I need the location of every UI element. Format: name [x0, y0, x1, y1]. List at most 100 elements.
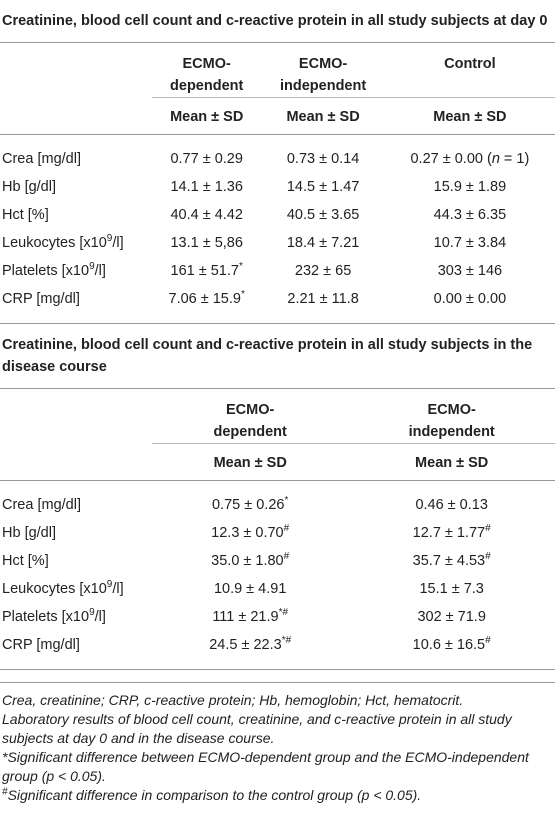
cell: 12.7 ± 1.77#: [348, 519, 555, 547]
text-part: Leukocytes [x10: [2, 581, 107, 597]
data-row: Platelets [x109/l] 161 ± 51.7* 232 ± 65 303…: [0, 257, 555, 285]
text-part: #: [485, 551, 491, 563]
text-part: #: [485, 523, 491, 535]
column-header: ECMO- dependent: [152, 43, 262, 98]
subheader-row: Mean ± SD Mean ± SD: [0, 443, 555, 481]
text-part: /l]: [112, 581, 124, 597]
cell: 24.5 ± 22.3*#: [152, 631, 348, 659]
text-part: #: [485, 635, 491, 647]
corner: [0, 389, 152, 444]
data-row: Hct [%] 40.4 ± 4.42 40.5 ± 3.65 44.3 ± 6.35: [0, 201, 555, 229]
cell: 13.1 ± 5,86: [170, 235, 243, 251]
text-part: Significant difference in comparison to …: [7, 787, 422, 803]
text-part: *: [284, 495, 289, 507]
text-part: 0.75 ± 0.26: [211, 497, 285, 513]
cell: 7.06 ± 15.9*: [152, 285, 261, 313]
gap: [0, 481, 555, 492]
cell: 14.5 ± 1.47: [286, 179, 360, 195]
cell: 10.6 ± 16.5#: [348, 631, 555, 659]
text-part: Platelets [x10: [2, 609, 90, 625]
gap: [0, 313, 555, 324]
row-label: Leukocytes [x109/l]: [0, 575, 152, 603]
note: *Significant difference between ECMO-dep…: [2, 749, 529, 784]
data-row: Hb [g/dl] 12.3 ± 0.70# 12.7 ± 1.77#: [0, 519, 555, 547]
data-row: Leukocytes [x109/l] 10.9 ± 4.91 15.1 ± 7.3: [0, 575, 555, 603]
cell: 35.0 ± 1.80#: [152, 547, 348, 575]
gap: [0, 135, 555, 146]
text-part: /l]: [94, 609, 106, 625]
text-part: Platelets [x10: [2, 263, 90, 279]
text-part: 7.06 ± 15.9: [168, 291, 241, 307]
row-label: Hct [%]: [2, 207, 49, 223]
row-label: Platelets [x109/l]: [0, 603, 152, 631]
column-subheader: Mean ± SD: [348, 443, 555, 481]
text-part: 0.27 ± 0.00 (: [410, 151, 492, 167]
cell: 14.1 ± 1.36: [170, 179, 243, 195]
cell: 18.4 ± 7.21: [286, 235, 360, 251]
cell: 44.3 ± 6.35: [433, 207, 507, 223]
subheader-row: Mean ± SD Mean ± SD Mean ± SD: [0, 97, 555, 135]
corner: [0, 43, 152, 98]
row-label: Crea [mg/dl]: [2, 151, 81, 167]
text-part: 10.6 ± 16.5: [412, 637, 486, 653]
gap: [0, 659, 555, 670]
row-label: Hb [g/dl]: [2, 525, 56, 541]
spacer: [0, 313, 152, 324]
column-header: ECMO- dependent: [152, 389, 349, 444]
cell: 0.73 ± 0.14: [286, 151, 360, 167]
column-header: Control: [384, 43, 555, 98]
text-part: #: [283, 551, 290, 563]
header-row: ECMO- dependent ECMO- independent: [0, 389, 555, 444]
text-part: 161 ± 51.7: [170, 263, 239, 279]
text-part: /l]: [112, 235, 124, 251]
corner: [0, 443, 152, 481]
data-row: Crea [mg/dl] 0.75 ± 0.26* 0.46 ± 0.13: [0, 491, 555, 519]
text-part: *: [238, 261, 243, 273]
column-header: ECMO- independent: [261, 43, 385, 98]
notes: Crea, creatinine; CRP, c-reactive protei…: [0, 682, 555, 813]
row-label: CRP [mg/dl]: [2, 637, 80, 653]
text-part: 12.3 ± 0.70: [211, 525, 284, 541]
cell: 232 ± 65: [294, 263, 352, 279]
header-row: ECMO- dependent ECMO- independent Control: [0, 43, 555, 98]
table: ECMO- dependent ECMO- independent Mean ± S…: [0, 389, 555, 670]
cell: 10.9 ± 4.91: [213, 581, 287, 597]
column-subheader: Mean ± SD: [152, 443, 349, 481]
row-label: CRP [mg/dl]: [2, 291, 80, 307]
data-row: CRP [mg/dl] 7.06 ± 15.9* 2.21 ± 11.8 0.00 ±…: [0, 285, 555, 313]
text-part: #: [2, 786, 8, 798]
row-label: Leukocytes [x109/l]: [0, 229, 152, 257]
row-label: Crea [mg/dl]: [2, 497, 81, 513]
text-part: 12.7 ± 1.77: [412, 525, 486, 541]
text-part: 9: [106, 233, 113, 245]
text-part: 9: [89, 607, 95, 619]
spacer: [0, 481, 152, 492]
cell: 302 ± 71.9: [417, 609, 486, 625]
cell: 303 ± 146: [437, 263, 503, 279]
note: Laboratory results of blood cell count, …: [2, 711, 512, 746]
cell: 111 ± 21.9*#: [152, 603, 348, 631]
cell: 15.1 ± 7.3: [419, 581, 484, 597]
cell: 40.5 ± 3.65: [286, 207, 360, 223]
table: ECMO- dependent ECMO- independent Control M…: [0, 43, 555, 324]
column-subheader: Mean ± SD: [384, 97, 555, 135]
text-part: = 1): [499, 151, 530, 167]
cell: 0.00 ± 0.00: [433, 291, 507, 307]
text-part: 24.5 ± 22.3: [209, 637, 282, 653]
data-row: Hct [%] 35.0 ± 1.80# 35.7 ± 4.53#: [0, 547, 555, 575]
column-subheader: Mean ± SD: [261, 97, 385, 135]
note: #Significant difference in comparison to…: [2, 786, 553, 805]
cell: 12.3 ± 0.70#: [152, 519, 348, 547]
cell: 40.4 ± 4.42: [170, 207, 243, 223]
cell: 0.46 ± 0.13: [415, 497, 488, 513]
data-row: Leukocytes [x109/l] 13.1 ± 5,86 18.4 ± 7.2…: [0, 229, 555, 257]
row-label: Hct [%]: [2, 553, 49, 569]
text-part: 9: [89, 261, 95, 273]
text-part: #: [283, 523, 290, 535]
text-part: *#: [278, 607, 289, 619]
cell: 35.7 ± 4.53#: [348, 547, 555, 575]
text-part: 111 ± 21.9: [212, 609, 279, 625]
spacer: [0, 135, 152, 146]
cell: 15.9 ± 1.89: [433, 179, 507, 195]
cell: 0.77 ± 0.29: [170, 151, 243, 167]
